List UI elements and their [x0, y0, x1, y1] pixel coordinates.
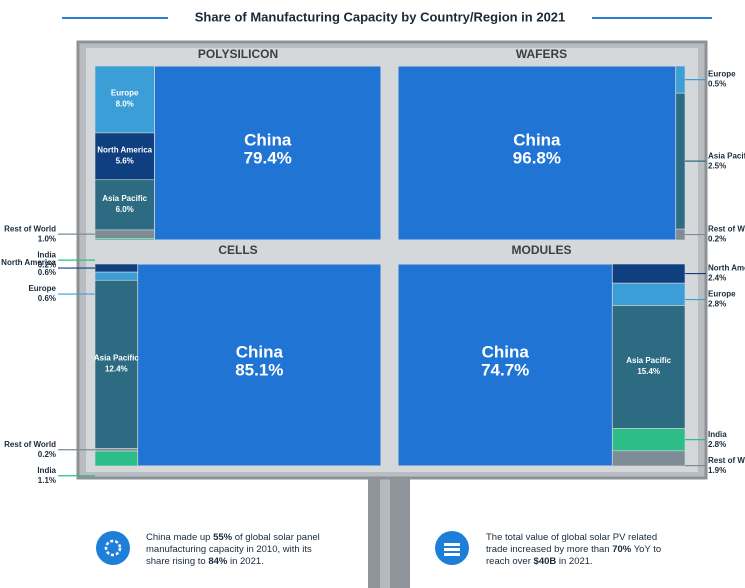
cell-label: China [513, 130, 561, 149]
outside-label: North America [708, 264, 745, 273]
outside-value: 2.8% [708, 300, 726, 309]
note-text: in 2021. [556, 556, 592, 567]
outside-value: 1.0% [38, 234, 56, 243]
note: China made up 55% of global solar panel … [146, 532, 336, 568]
treemap-cell [95, 272, 138, 280]
outside-value: 0.5% [708, 80, 726, 89]
outside-value: 0.6% [38, 268, 56, 277]
treemap-cell [612, 451, 685, 466]
cell-label: Europe [111, 89, 139, 98]
treemap-cell [676, 66, 685, 93]
note-text: 55% [213, 532, 232, 543]
outside-value: 2.5% [708, 161, 726, 170]
outside-label: Europe [708, 70, 736, 79]
outside-label: India [37, 466, 56, 475]
note: The total value of global solar PV relat… [486, 532, 676, 568]
outside-label: North America [1, 258, 56, 267]
outside-label: Europe [28, 284, 56, 293]
treemap-cell [612, 283, 685, 305]
note-text: in 2021. [227, 556, 263, 567]
cell-label: North America [97, 145, 152, 154]
cell-value: 85.1% [235, 360, 283, 379]
treemap-cell [95, 448, 138, 451]
cell-label: Asia Pacific [94, 353, 139, 362]
outside-value: 0.2% [708, 235, 726, 244]
note-text: 84% [208, 556, 227, 567]
treemap-cell [612, 428, 685, 450]
outside-value: 0.6% [38, 294, 56, 303]
cell-value: 15.4% [637, 367, 660, 376]
cell-label: Asia Pacific [102, 194, 147, 203]
outside-value: 1.1% [38, 476, 56, 485]
outside-label: Rest of World [4, 224, 56, 233]
cell-value: 96.8% [513, 148, 561, 167]
panel-title: POLYSILICON [198, 47, 278, 61]
cell-value: 6.0% [116, 205, 134, 214]
cell-label: China [236, 342, 284, 361]
outside-value: 1.9% [708, 466, 726, 475]
canvas: Share of Manufacturing Capacity by Count… [0, 0, 745, 588]
panel-title: WAFERS [516, 47, 567, 61]
note-text: $40B [534, 556, 557, 567]
cell-value: 8.0% [116, 100, 134, 109]
title: Share of Manufacturing Capacity by Count… [195, 9, 566, 24]
cell-value: 12.4% [105, 364, 128, 373]
cell-value: 74.7% [481, 360, 529, 379]
page: Share of Manufacturing Capacity by Count… [0, 0, 745, 588]
outside-label: India [708, 430, 727, 439]
treemap-cell [95, 230, 154, 238]
treemap-cell [95, 264, 138, 272]
outside-label: Europe [708, 290, 736, 299]
treemap-cell [676, 93, 685, 229]
treemap-cell [95, 238, 154, 240]
outside-label: Rest of World [708, 456, 745, 465]
cell-label: China [244, 130, 292, 149]
chart: Share of Manufacturing Capacity by Count… [0, 0, 745, 588]
outside-value: 0.2% [38, 450, 56, 459]
outside-value: 2.4% [708, 274, 726, 283]
outside-value: 2.8% [708, 440, 726, 449]
cell-value: 5.6% [116, 156, 134, 165]
note-text: China made up [146, 532, 213, 543]
note-text: 70% [612, 544, 631, 555]
panel-title: CELLS [218, 243, 257, 257]
cell-label: China [482, 342, 530, 361]
cell-value: 79.4% [244, 148, 292, 167]
outside-label: Rest of World [708, 225, 745, 234]
panel-title: MODULES [512, 243, 572, 257]
treemap-cell [612, 264, 685, 283]
cell-label: Asia Pacific [626, 356, 671, 365]
outside-label: Asia Pacific [708, 151, 745, 160]
outside-label: Rest of World [4, 440, 56, 449]
treemap-cell [95, 451, 138, 466]
treemap-cell [676, 229, 685, 240]
